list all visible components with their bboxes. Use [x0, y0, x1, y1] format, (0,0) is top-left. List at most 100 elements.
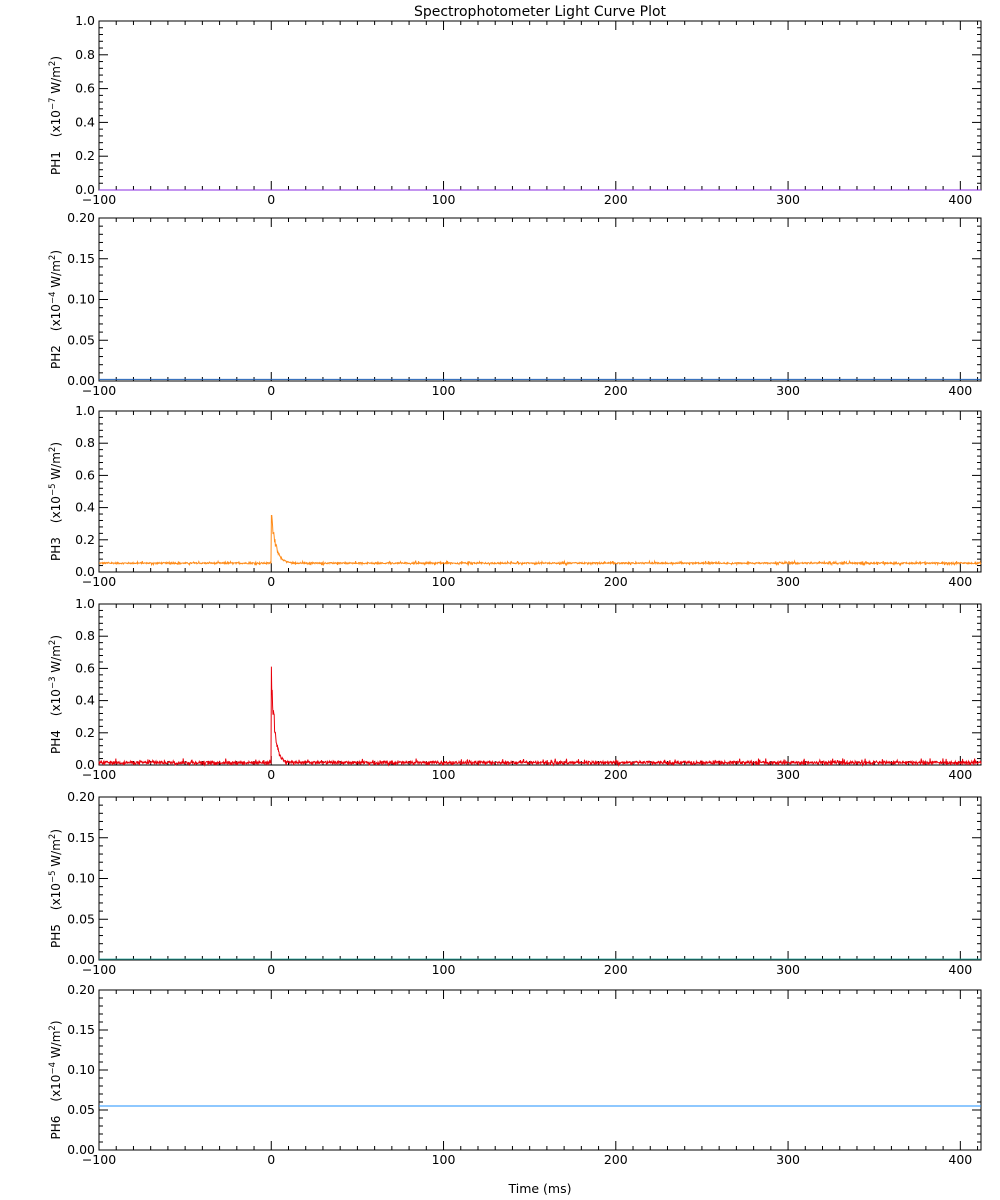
y-tick-label: 0.00	[67, 952, 95, 967]
plot-frame	[98, 796, 982, 961]
x-tick-label: 400	[948, 962, 972, 977]
y-tick-label: 0.10	[67, 1062, 95, 1077]
x-tick-label: 100	[432, 574, 456, 589]
y-axis-label-units: (x10	[49, 304, 63, 331]
y-axis-label-name: PH6	[49, 1116, 63, 1140]
x-tick-label: 100	[432, 767, 456, 782]
y-tick-label: 0.15	[67, 251, 95, 266]
y-axis-label-name: PH3	[49, 537, 63, 561]
x-tick-label: 0	[267, 1152, 275, 1167]
x-tick-label: 300	[776, 1152, 800, 1167]
y-tick-label: 0.6	[75, 467, 95, 482]
x-axis-label: Time (ms)	[507, 1181, 571, 1196]
panel-ph4: −100 0 100 200 300 400 0.0 0.2 0.4 0.6 0.8 1.0 PH4 (x…	[48, 596, 982, 782]
y-axis-label-tail: W/m	[49, 452, 63, 483]
y-tick-label: 0.2	[75, 725, 95, 740]
y-tick-label: 0.8	[75, 628, 95, 643]
x-tick-label: 400	[948, 767, 972, 782]
y-tick-label: 0.15	[67, 1022, 95, 1037]
y-axis-label: PH1 (x10−7 W/m2)	[48, 56, 63, 175]
y-axis-label-units: (x10	[49, 883, 63, 910]
series-line-ph4	[98, 666, 982, 767]
y-axis-label: PH5 (x10−5 W/m2)	[48, 829, 63, 948]
x-tick-label: 200	[604, 192, 628, 207]
x-tick-label: 400	[948, 192, 972, 207]
y-tick-label: 0.2	[75, 532, 95, 547]
y-axis-label-exp: −3	[48, 677, 58, 690]
y-tick-label: 1.0	[75, 403, 95, 418]
y-tick-label: 0.20	[67, 789, 95, 804]
y-axis-label-name: PH5	[49, 924, 63, 948]
y-axis-label-close: )	[49, 442, 63, 447]
y-axis-label: PH3 (x10−5 W/m2)	[48, 442, 63, 561]
y-axis-label-exp: −5	[48, 871, 58, 884]
x-tick-label: −100	[82, 767, 116, 782]
y-axis-label-sq: 2	[48, 61, 58, 66]
y-axis-label-units: (x10	[49, 689, 63, 716]
y-axis-label-close: )	[49, 635, 63, 640]
x-tick-label: 0	[267, 192, 275, 207]
x-tick-label: 0	[267, 767, 275, 782]
y-tick-label: 0.05	[67, 911, 95, 926]
y-tick-label: 0.10	[67, 871, 95, 886]
chart-title: Spectrophotometer Light Curve Plot	[414, 4, 667, 20]
y-tick-label: 1.0	[75, 596, 95, 611]
y-axis-label-sq: 2	[48, 255, 58, 260]
y-tick-label: 0.0	[75, 182, 95, 197]
y-axis-label-sq: 2	[48, 1025, 58, 1030]
y-axis-label-exp: −5	[48, 484, 58, 497]
y-tick-label: 0.4	[75, 500, 95, 515]
x-tick-label: 300	[776, 962, 800, 977]
x-tick-label: 200	[604, 383, 628, 398]
y-axis-label: PH2 (x10−4 W/m2)	[48, 250, 63, 369]
y-tick-label: 0.2	[75, 148, 95, 163]
y-tick-label: 0.4	[75, 693, 95, 708]
y-axis-label-units: (x10	[49, 1075, 63, 1102]
plot-frame	[98, 20, 982, 191]
y-axis-label-sq: 2	[48, 640, 58, 645]
y-tick-label: 0.0	[75, 757, 95, 772]
x-tick-label: 100	[432, 192, 456, 207]
x-tick-label: −100	[82, 962, 116, 977]
x-tick-label: 300	[776, 574, 800, 589]
y-axis-label-units: (x10	[49, 110, 63, 137]
y-tick-label: 0.05	[67, 332, 95, 347]
plot-frame	[98, 217, 982, 382]
y-axis-label-sq: 2	[48, 834, 58, 839]
y-axis-label-tail: W/m	[49, 839, 63, 870]
y-axis-label-name: PH1	[49, 151, 63, 175]
series-line-ph3	[98, 514, 982, 567]
y-tick-label: 1.0	[75, 13, 95, 28]
y-tick-label: 0.15	[67, 830, 95, 845]
y-axis-label-exp: −4	[48, 1062, 58, 1075]
x-tick-label: 400	[948, 383, 972, 398]
y-tick-label: 0.20	[67, 982, 95, 997]
x-tick-label: 400	[948, 574, 972, 589]
y-tick-label: 0.00	[67, 1142, 95, 1157]
x-tick-label: 400	[948, 1152, 972, 1167]
x-tick-label: 200	[604, 962, 628, 977]
x-tick-label: 100	[432, 962, 456, 977]
y-tick-label: 0.8	[75, 47, 95, 62]
x-tick-label: 100	[432, 1152, 456, 1167]
y-tick-label: 0.20	[67, 210, 95, 225]
y-tick-label: 0.0	[75, 564, 95, 579]
y-axis-label-close: )	[49, 56, 63, 61]
y-axis-label-exp: −4	[48, 292, 58, 305]
x-tick-label: 200	[604, 574, 628, 589]
y-axis-label-exp: −7	[48, 98, 58, 111]
x-tick-label: 0	[267, 962, 275, 977]
panel-ph3: −100 0 100 200 300 400 0.0 0.2 0.4 0.6 0.8 1.0 PH3 (x…	[48, 403, 982, 589]
plot-frame	[98, 410, 982, 573]
x-tick-label: 200	[604, 1152, 628, 1167]
x-tick-label: 200	[604, 767, 628, 782]
y-axis-label-name: PH4	[49, 730, 63, 754]
panels: −100 0 100 200 300 4000.00.20.40.60.81.0PH1(x…	[48, 13, 982, 1167]
plot-frame	[98, 989, 982, 1151]
panel-ph2: −100 0 100 200 300 400 0.00 0.05 0.10 0.15 0.20 PH2…	[48, 210, 982, 398]
x-tick-label: 300	[776, 192, 800, 207]
x-tick-label: −100	[82, 383, 116, 398]
y-axis-label-tail: W/m	[49, 66, 63, 97]
y-axis-label: PH6 (x10−4 W/m2)	[48, 1020, 63, 1139]
